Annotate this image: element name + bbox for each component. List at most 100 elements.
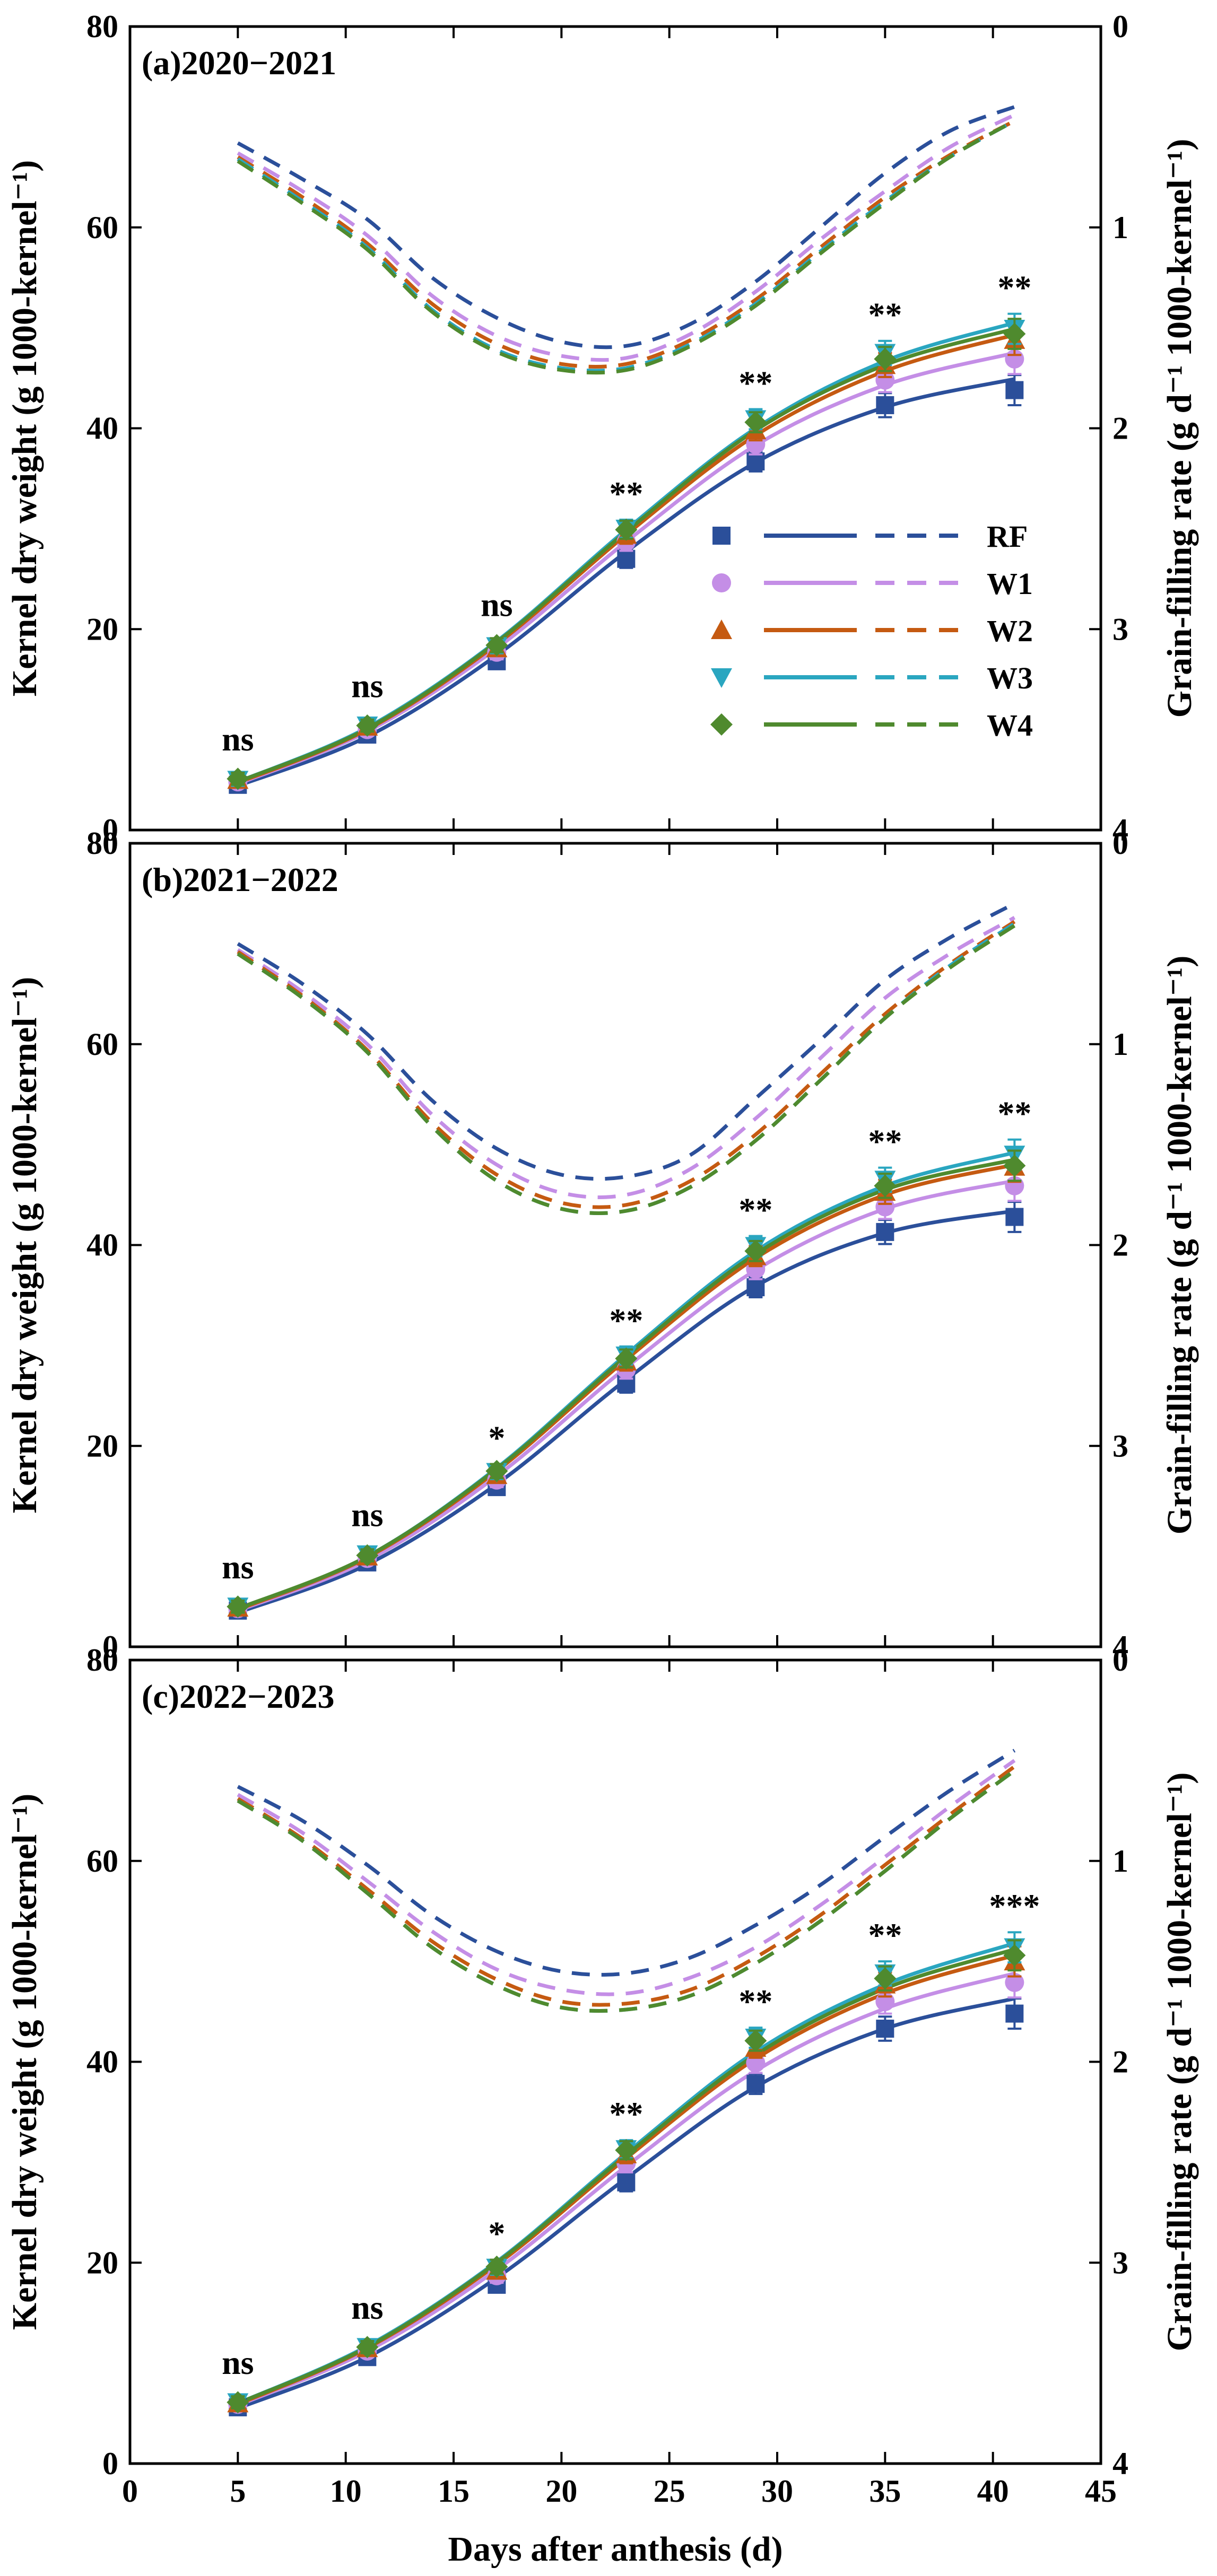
rate-line-w1: [237, 113, 1015, 362]
left-y-tick-label: 60: [86, 210, 118, 245]
x-tick-label: 35: [869, 2474, 901, 2509]
panel-1: 0 20 40 60 80 0 1 2 3 4 Kernel dry weight (g 1000-…: [5, 9, 1199, 848]
data-point-w4: [485, 2255, 508, 2278]
x-tick-label: 5: [230, 2474, 246, 2509]
right-axis-title: Grain-filling rate (g d⁻¹ 1000-kernel⁻¹): [1160, 956, 1199, 1535]
data-point-w4: [1003, 322, 1026, 345]
legend: RF W1 W2 W3 W4: [710, 519, 1033, 743]
rate-line-w4: [237, 119, 1016, 375]
data-point-w4: [227, 1595, 249, 1618]
significance-label: **: [868, 296, 902, 334]
significance-label: ns: [351, 667, 384, 705]
rate-line-w2: [237, 920, 1016, 1209]
rate-line-w1: [237, 916, 1016, 1199]
right-y-tick-label: 4: [1112, 2446, 1128, 2481]
left-y-tick-label: 40: [86, 411, 118, 446]
right-axis-title: Grain-filling rate (g d⁻¹ 1000-kernel⁻¹): [1160, 1772, 1199, 2352]
fit-line-rf: [237, 377, 1015, 788]
significance-label: ns: [222, 1548, 254, 1586]
significance-label: **: [738, 1983, 772, 2020]
right-y-tick-label: 4: [1112, 1629, 1128, 1664]
significance-label: ns: [351, 2289, 384, 2326]
right-y-tick-label: 1: [1112, 210, 1128, 245]
rate-line-rf: [237, 105, 1015, 350]
right-y-tick-label: 4: [1112, 813, 1128, 848]
data-point-w4: [744, 2029, 767, 2052]
data-point-w4: [485, 1460, 508, 1482]
significance-label: ns: [222, 720, 254, 758]
significance-label: ns: [351, 1496, 384, 1533]
x-tick-label: 25: [654, 2474, 685, 2509]
x-tick-label: 10: [330, 2474, 362, 2509]
legend-marker-w3: [711, 668, 732, 688]
right-y-tick-label: 0: [1112, 9, 1128, 44]
significance-label: **: [609, 2095, 643, 2133]
significance-label: **: [609, 1302, 643, 1339]
significance-label: **: [868, 1123, 902, 1160]
legend-label-w2: W2: [987, 614, 1033, 648]
significance-label: ns: [222, 2344, 254, 2381]
significance-label: **: [868, 1916, 902, 1954]
legend-label-w3: W3: [987, 661, 1033, 695]
x-tick-label: 15: [438, 2474, 470, 2509]
data-point-w4: [1003, 1154, 1026, 1177]
data-point-rf: [1005, 1208, 1024, 1226]
data-point-w1: [875, 1197, 895, 1217]
left-y-tick-label: 80: [86, 826, 118, 861]
data-point-rf: [746, 2075, 765, 2093]
significance-label: **: [609, 475, 643, 512]
data-point-w4: [356, 2336, 379, 2359]
left-y-tick-label: 60: [86, 1027, 118, 1062]
rate-line-w2: [237, 1765, 1016, 2007]
legend-marker-w2: [711, 619, 732, 639]
data-point-w4: [874, 1967, 897, 1990]
right-y-tick-label: 3: [1112, 612, 1128, 647]
significance-label: **: [738, 364, 772, 402]
left-y-tick-label: 0: [102, 813, 118, 848]
plot-frame: [128, 25, 1102, 832]
legend-label-w1: W1: [987, 566, 1033, 601]
panel-title: (b)2021−2022: [142, 861, 338, 898]
right-y-tick-label: 1: [1112, 1027, 1128, 1062]
data-point-rf: [876, 1222, 894, 1241]
legend-label-rf: RF: [987, 519, 1028, 554]
significance-label: **: [997, 269, 1031, 307]
fit-line-w1: [237, 1178, 1015, 1613]
x-tick-label: 0: [122, 2474, 138, 2509]
left-y-tick-label: 80: [86, 9, 118, 44]
data-point-w4: [227, 2391, 249, 2414]
x-tick-label: 20: [545, 2474, 577, 2509]
data-point-rf: [746, 1278, 765, 1297]
left-y-tick-label: 0: [102, 1629, 118, 1664]
data-point-rf: [1005, 381, 1024, 399]
left-y-tick-label: 40: [86, 1228, 118, 1263]
right-y-tick-label: 1: [1112, 1844, 1128, 1879]
right-y-tick-label: 0: [1112, 826, 1128, 861]
left-y-tick-label: 0: [102, 2446, 118, 2481]
x-tick-label: 30: [761, 2474, 793, 2509]
left-axis-title: Kernel dry weight (g 1000-kernel⁻¹): [5, 977, 44, 1513]
panel-2: 0 20 40 60 80 0 1 2 3 4 Kernel dry weight (g 1000-…: [5, 826, 1199, 1664]
data-point-rf: [876, 2020, 894, 2038]
rate-line-w3: [237, 922, 1016, 1216]
data-point-w4: [356, 714, 379, 737]
significance-label: *: [488, 2215, 505, 2252]
data-point-w1: [875, 370, 895, 390]
right-y-tick-label: 2: [1112, 411, 1128, 446]
left-y-tick-label: 20: [86, 1428, 118, 1463]
data-point-w4: [615, 2139, 638, 2162]
data-point-w4: [874, 347, 897, 370]
data-point-w4: [744, 411, 767, 434]
rate-line-w4: [237, 1769, 1016, 2013]
data-point-w4: [356, 1544, 379, 1567]
significance-label: **: [738, 1191, 772, 1228]
left-y-tick-label: 20: [86, 612, 118, 647]
left-y-tick-label: 20: [86, 2245, 118, 2280]
x-tick-label: 45: [1085, 2474, 1117, 2509]
right-y-tick-label: 2: [1112, 1228, 1128, 1263]
data-point-rf: [876, 396, 894, 414]
right-y-tick-label: 0: [1112, 1643, 1128, 1678]
left-axis-title: Kernel dry weight (g 1000-kernel⁻¹): [5, 160, 44, 696]
